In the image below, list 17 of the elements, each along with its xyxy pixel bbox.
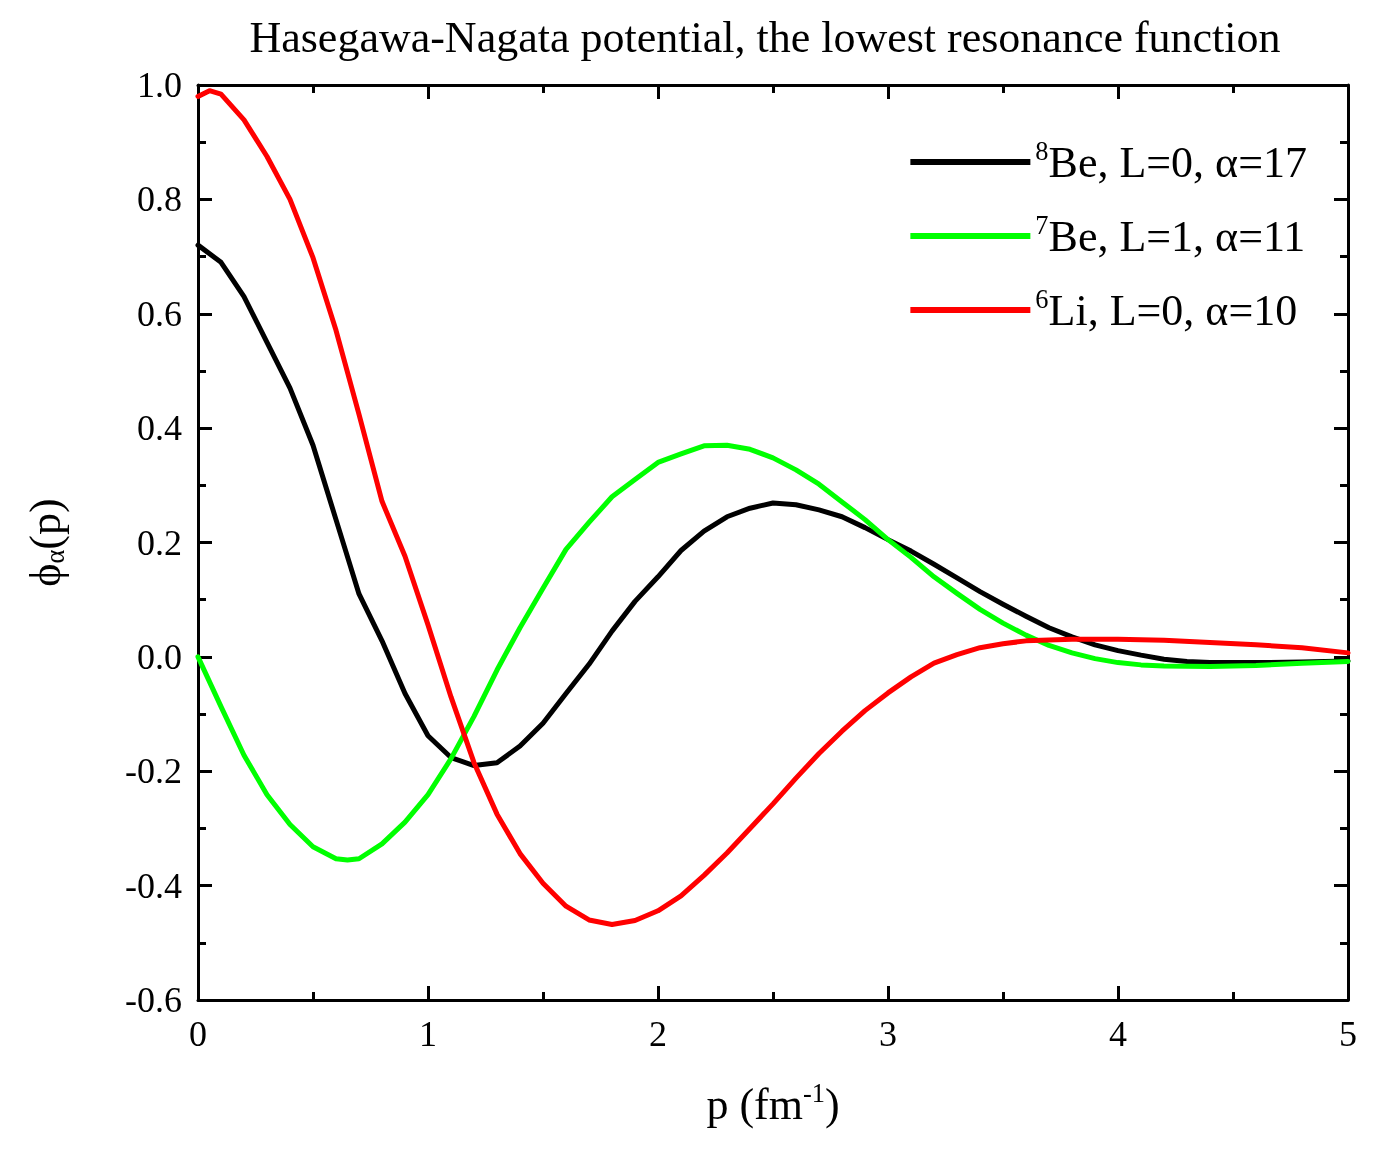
- y-tick-label: -0.2: [125, 751, 182, 792]
- x-tick-label: 0: [189, 1014, 207, 1054]
- x-tick-label: 2: [649, 1014, 667, 1054]
- y-tick-label: 1.0: [137, 65, 182, 105]
- y-tick-label: 0.2: [137, 522, 182, 563]
- x-tick-label: 4: [1109, 1014, 1127, 1054]
- x-tick-label: 5: [1339, 1014, 1357, 1054]
- y-tick-label: 0.6: [137, 293, 182, 334]
- y-tick-label: 0.0: [137, 636, 182, 677]
- y-tick-label: 0.4: [137, 408, 182, 449]
- y-tick-label: -0.4: [125, 865, 182, 906]
- x-tick-label: 1: [419, 1014, 437, 1054]
- x-tick-label: 3: [879, 1014, 897, 1054]
- chart-title: Hasegawa-Nagata potential, the lowest resonance function: [249, 12, 1281, 62]
- y-tick-label: -0.6: [125, 980, 182, 1020]
- y-tick-label: 0.8: [137, 179, 182, 220]
- y-axis-title: ϕα(p): [20, 498, 70, 587]
